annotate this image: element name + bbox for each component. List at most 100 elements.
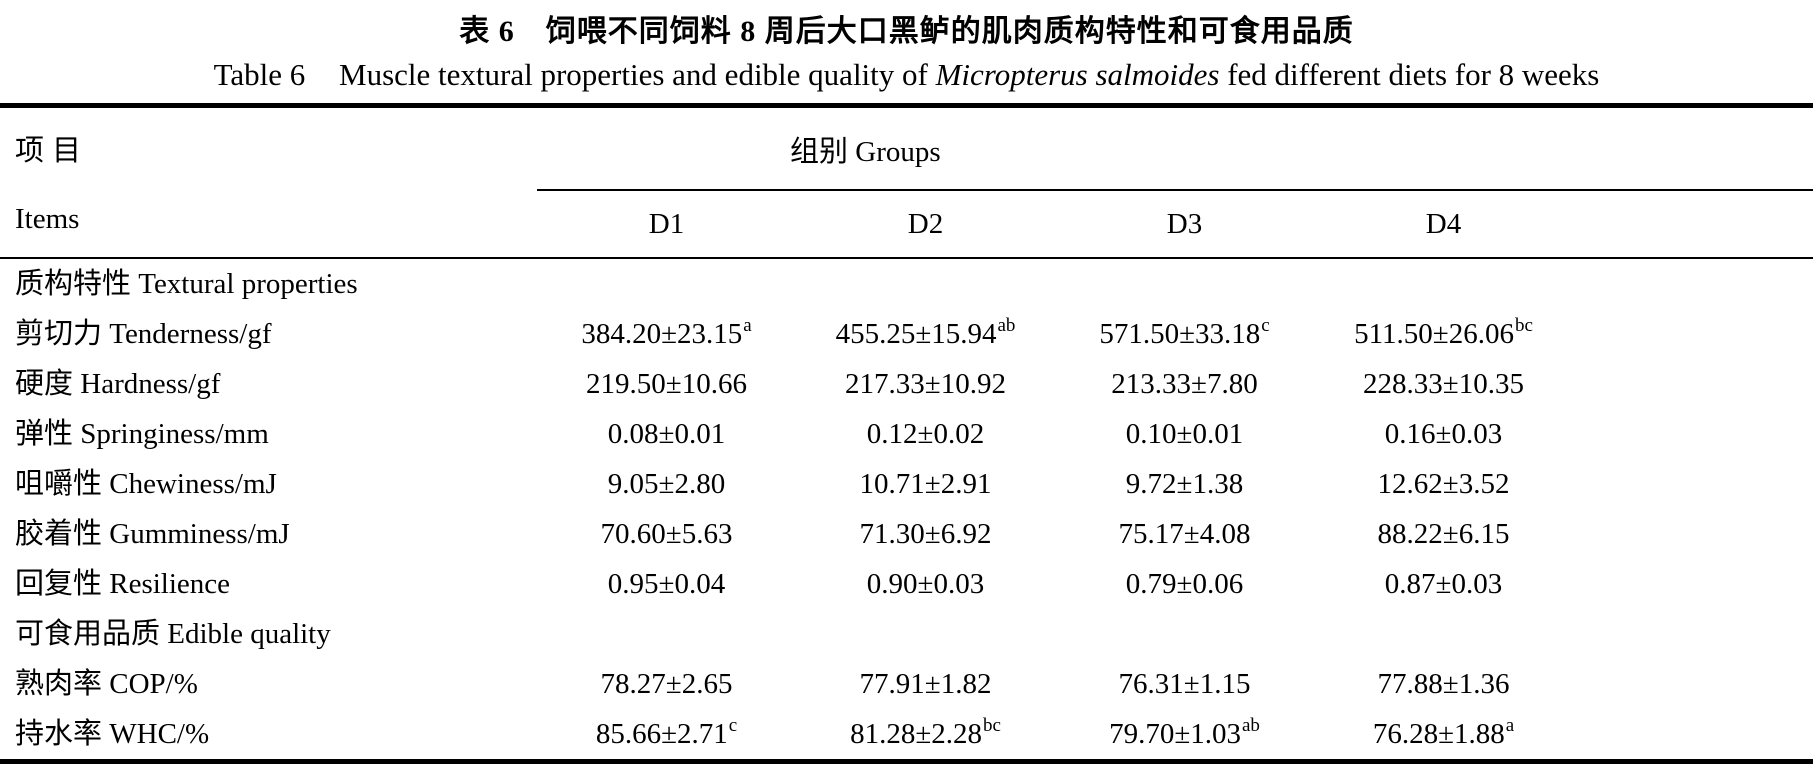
value-text: 219.50±10.66 — [586, 367, 747, 400]
value-cell: 88.22±6.15 — [1314, 509, 1573, 559]
value-cell: 12.62±3.52 — [1314, 459, 1573, 509]
significance-superscript: bc — [1514, 314, 1533, 336]
value-cell: 85.66±2.71c — [537, 709, 796, 762]
column-header-d3: D3 — [1055, 190, 1314, 259]
section-row-edible: 可食用品质 Edible quality — [0, 609, 1813, 659]
empty-cell — [1314, 258, 1573, 309]
items-header-en: Items — [15, 202, 80, 235]
value-cell: 9.72±1.38 — [1055, 459, 1314, 509]
value-cell: 79.70±1.03ab — [1055, 709, 1314, 762]
value-cell: 75.17±4.08 — [1055, 509, 1314, 559]
value-text: 455.25±15.94 — [835, 317, 997, 350]
value-cell: 0.12±0.02 — [796, 409, 1055, 459]
value-text: 571.50±33.18 — [1099, 317, 1261, 350]
empty-cell — [537, 258, 796, 309]
spacer-cell — [1573, 359, 1813, 409]
value-cell: 0.16±0.03 — [1314, 409, 1573, 459]
empty-cell — [1314, 609, 1573, 659]
value-text: 0.87±0.03 — [1384, 567, 1503, 600]
value-text: 217.33±10.92 — [845, 367, 1006, 400]
section-row-textural: 质构特性 Textural properties — [0, 258, 1813, 309]
row-label: 弹性 Springiness/mm — [15, 417, 269, 450]
value-text: 0.12±0.02 — [866, 417, 985, 450]
spacer-cell — [1573, 709, 1813, 762]
value-cell: 511.50±26.06bc — [1314, 309, 1573, 359]
table-title-en: Table 6 Muscle textural properties and e… — [0, 56, 1813, 94]
value-text: 76.28±1.88 — [1372, 717, 1505, 750]
spacer-cell — [1573, 559, 1813, 609]
value-text: 228.33±10.35 — [1363, 367, 1524, 400]
value-text: 78.27±2.65 — [600, 667, 733, 700]
value-text: 88.22±6.15 — [1377, 517, 1510, 550]
row-label: 持水率 WHC/% — [15, 717, 210, 750]
data-table: 项目 Items 组别 Groups D1 D2 D3 D4 质构特性 Text… — [0, 103, 1813, 764]
row-label: 硬度 Hardness/gf — [15, 367, 221, 400]
value-text: 0.79±0.06 — [1125, 567, 1244, 600]
empty-cell — [796, 258, 1055, 309]
spacer-cell — [1573, 258, 1813, 309]
value-text: 0.95±0.04 — [607, 567, 726, 600]
value-cell: 0.90±0.03 — [796, 559, 1055, 609]
value-cell: 384.20±23.15a — [537, 309, 796, 359]
groups-header-row: 项目 Items 组别 Groups — [0, 105, 1813, 259]
value-text: 85.66±2.71 — [595, 717, 728, 750]
table-row-whc: 持水率 WHC/% 85.66±2.71c 81.28±2.28bc 79.70… — [0, 709, 1813, 762]
row-label: 回复性 Resilience — [15, 567, 231, 600]
items-header-zh: 项目 — [15, 134, 90, 167]
empty-cell — [796, 609, 1055, 659]
empty-cell — [1055, 609, 1314, 659]
table-title-zh: 表 6 饲喂不同饲料 8 周后大口黑鲈的肌肉质构特性和可食用品质 — [459, 15, 1354, 48]
value-cell: 219.50±10.66 — [537, 359, 796, 409]
value-text: 10.71±2.91 — [859, 467, 992, 500]
row-label: 剪切力 Tenderness/gf — [15, 317, 272, 350]
value-cell: 10.71±2.91 — [796, 459, 1055, 509]
value-cell: 78.27±2.65 — [537, 659, 796, 709]
row-label: 咀嚼性 Chewiness/mJ — [15, 467, 277, 500]
value-cell: 571.50±33.18c — [1055, 309, 1314, 359]
table-row-gumminess: 胶着性 Gumminess/mJ 70.60±5.63 71.30±6.92 7… — [0, 509, 1813, 559]
value-cell: 81.28±2.28bc — [796, 709, 1055, 762]
value-cell: 0.95±0.04 — [537, 559, 796, 609]
section-label: 可食用品质 Edible quality — [15, 617, 331, 650]
value-text: 77.91±1.82 — [859, 667, 992, 700]
value-cell: 71.30±6.92 — [796, 509, 1055, 559]
table-row-springiness: 弹性 Springiness/mm 0.08±0.01 0.12±0.02 0.… — [0, 409, 1813, 459]
significance-superscript: a — [1505, 714, 1515, 736]
value-text: 81.28±2.28 — [850, 717, 982, 750]
table-row-tenderness: 剪切力 Tenderness/gf 384.20±23.15a 455.25±1… — [0, 309, 1813, 359]
value-cell: 0.10±0.01 — [1055, 409, 1314, 459]
value-text: 511.50±26.06 — [1354, 317, 1514, 350]
row-label: 胶着性 Gumminess/mJ — [15, 517, 290, 550]
value-cell: 228.33±10.35 — [1314, 359, 1573, 409]
column-header-d4: D4 — [1314, 190, 1573, 259]
spacer-cell — [1573, 509, 1813, 559]
value-text: 70.60±5.63 — [600, 517, 733, 550]
value-text: 0.08±0.01 — [607, 417, 726, 450]
spacer-cell — [1573, 409, 1813, 459]
value-cell: 76.31±1.15 — [1055, 659, 1314, 709]
table-title-en-label: Table 6 — [213, 57, 306, 92]
value-text: 0.10±0.01 — [1125, 417, 1244, 450]
value-text: 77.88±1.36 — [1377, 667, 1510, 700]
value-cell: 70.60±5.63 — [537, 509, 796, 559]
value-text: 75.17±4.08 — [1118, 517, 1251, 550]
significance-superscript: ab — [1241, 714, 1260, 736]
value-text: 0.90±0.03 — [866, 567, 985, 600]
species-name-italic: Micropterus salmoides — [935, 57, 1220, 92]
value-text: 9.05±2.80 — [607, 467, 726, 500]
table-title-en-suffix: fed different diets for 8 weeks — [1227, 57, 1600, 92]
value-cell: 77.91±1.82 — [796, 659, 1055, 709]
table-title-en-text: Muscle textural properties and edible qu… — [339, 57, 928, 92]
value-text: 71.30±6.92 — [859, 517, 992, 550]
value-cell: 0.87±0.03 — [1314, 559, 1573, 609]
row-label: 熟肉率 COP/% — [15, 667, 198, 700]
column-header-d2: D2 — [796, 190, 1055, 259]
value-text: 9.72±1.38 — [1125, 467, 1244, 500]
value-cell: 0.79±0.06 — [1055, 559, 1314, 609]
items-header-cell: 项目 Items — [0, 105, 537, 259]
value-text: 12.62±3.52 — [1377, 467, 1510, 500]
value-cell: 77.88±1.36 — [1314, 659, 1573, 709]
value-cell: 76.28±1.88a — [1314, 709, 1573, 762]
value-cell: 217.33±10.92 — [796, 359, 1055, 409]
